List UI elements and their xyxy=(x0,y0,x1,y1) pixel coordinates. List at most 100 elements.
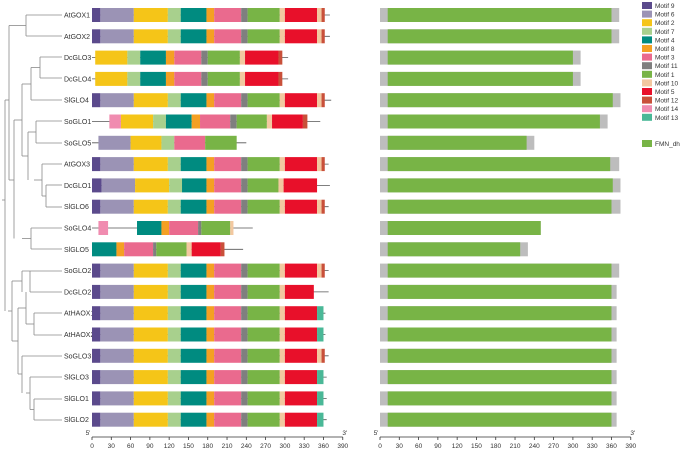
motif-box-motif-3 xyxy=(214,370,242,385)
motif-box-motif-2 xyxy=(133,370,168,385)
motif-box-motif-5 xyxy=(284,93,318,108)
motif-box-motif-7 xyxy=(167,29,181,44)
motif-box-motif-3 xyxy=(214,29,242,44)
motif-box-motif-12 xyxy=(278,50,283,65)
motif-box-motif-6 xyxy=(100,8,134,22)
motif-box-motif-11 xyxy=(241,284,248,299)
motif-box-motif-8 xyxy=(206,8,215,22)
legend-label: Motif 3 xyxy=(655,55,675,62)
fmn-dh-domain xyxy=(387,263,612,278)
motif-box-motif-3 xyxy=(214,263,242,278)
axis-start-label: 5' xyxy=(374,430,379,437)
fmn-dh-domain xyxy=(387,348,612,363)
gene-label: SlGLO5 xyxy=(64,247,89,254)
motif-box-motif-2 xyxy=(133,284,168,299)
motif-box-motif-10 xyxy=(279,93,285,108)
gene-label: AtGOX3 xyxy=(64,162,90,169)
motif-box-motif-5 xyxy=(284,327,318,342)
fmn-dh-domain xyxy=(387,50,573,65)
motif-box-motif-7 xyxy=(161,135,175,150)
motif-box-motif-2 xyxy=(133,327,168,342)
motif-box-motif-9 xyxy=(92,348,101,363)
motif-box-motif-5 xyxy=(284,157,318,172)
motif-box-motif-10 xyxy=(239,50,246,65)
fmn-dh-domain xyxy=(387,93,613,108)
motif-box-motif-10 xyxy=(279,199,285,214)
motif-box-motif-6 xyxy=(100,412,134,427)
axis-tick-label: 90 xyxy=(434,443,442,450)
motif-box-motif-2 xyxy=(130,135,162,150)
motif-box-motif-8 xyxy=(206,348,215,363)
motif-box-motif-5 xyxy=(191,242,221,257)
motif-box-motif-1 xyxy=(247,348,280,363)
motif-box-motif-2 xyxy=(95,50,128,65)
gene-label: DcGLO1 xyxy=(64,183,91,190)
fmn-dh-domain xyxy=(387,306,612,321)
motif-box-motif-13 xyxy=(317,327,324,342)
motif-box-motif-5 xyxy=(284,391,318,406)
motif-box-motif-2 xyxy=(133,199,168,214)
motif-box-motif-3 xyxy=(214,178,242,193)
motif-box-motif-10 xyxy=(279,29,285,44)
motif-box-motif-7 xyxy=(167,8,181,22)
fmn-dh-domain xyxy=(387,284,612,299)
legend-label-fmn-dh: FMN_dh xyxy=(655,141,680,148)
axis-tick-label: 210 xyxy=(510,443,521,450)
motif-box-motif-9 xyxy=(92,370,101,385)
motif-box-motif-1 xyxy=(156,242,187,257)
legend-label: Motif 8 xyxy=(655,46,675,53)
motif-box-motif-11 xyxy=(153,242,157,257)
motif-box-motif-8 xyxy=(206,93,215,108)
motif-box-motif-1 xyxy=(247,178,279,193)
motif-box-motif-10 xyxy=(279,391,285,406)
motif-box-motif-12 xyxy=(278,71,283,86)
motif-box-motif-12 xyxy=(302,114,308,129)
legend-label: Motif 14 xyxy=(655,106,679,113)
axis-tick-label: 0 xyxy=(90,443,94,450)
motif-box-motif-9 xyxy=(92,178,102,193)
legend-swatch xyxy=(642,19,652,27)
motif-box-motif-10 xyxy=(317,263,322,278)
fmn-dh-domain xyxy=(387,199,612,214)
motif-box-motif-1 xyxy=(247,370,280,385)
motif-box-motif-8 xyxy=(206,306,215,321)
motif-panel xyxy=(92,8,332,427)
fmn-dh-domain xyxy=(387,114,600,129)
motif-box-motif-1 xyxy=(207,50,240,65)
motif-box-motif-11 xyxy=(241,93,248,108)
motif-box-motif-12 xyxy=(321,8,325,22)
motif-box-motif-2 xyxy=(133,8,168,22)
motif-box-motif-5 xyxy=(284,8,318,22)
axis-end-label: 3' xyxy=(342,430,347,437)
motif-box-motif-11 xyxy=(241,157,248,172)
motif-box-motif-4 xyxy=(165,114,192,129)
motif-box-motif-4 xyxy=(180,327,207,342)
legend-swatch xyxy=(642,45,652,52)
legend-swatch xyxy=(642,105,652,113)
motif-box-motif-4 xyxy=(140,50,166,65)
gene-label: AtHAOX2 xyxy=(64,332,94,339)
motif-box-motif-8 xyxy=(206,391,215,406)
motif-box-motif-8 xyxy=(116,242,125,257)
motif-box-motif-9 xyxy=(92,29,101,44)
motif-box-motif-10 xyxy=(279,284,285,299)
legend-label: Motif 11 xyxy=(655,63,678,70)
motif-box-motif-2 xyxy=(133,157,168,172)
legend-label: Motif 7 xyxy=(655,29,675,36)
motif-box-motif-10 xyxy=(317,29,322,44)
motif-box-motif-5 xyxy=(245,50,279,65)
phylogenetic-tree xyxy=(2,14,62,421)
gene-label: DcGLO2 xyxy=(64,289,91,296)
motif-box-motif-11 xyxy=(241,412,248,427)
motif-box-motif-6 xyxy=(100,157,134,172)
motif-box-motif-9 xyxy=(92,157,101,172)
axis-tick-label: 150 xyxy=(183,443,194,450)
motif-box-motif-10 xyxy=(317,348,322,363)
motif-box-motif-9 xyxy=(92,327,101,342)
motif-box-motif-7 xyxy=(167,348,181,363)
motif-box-motif-8 xyxy=(206,284,215,299)
motif-box-motif-8 xyxy=(206,370,215,385)
motif-box-motif-8 xyxy=(206,157,215,172)
motif-box-motif-10 xyxy=(279,8,285,22)
axis-tick-label: 60 xyxy=(415,443,423,450)
